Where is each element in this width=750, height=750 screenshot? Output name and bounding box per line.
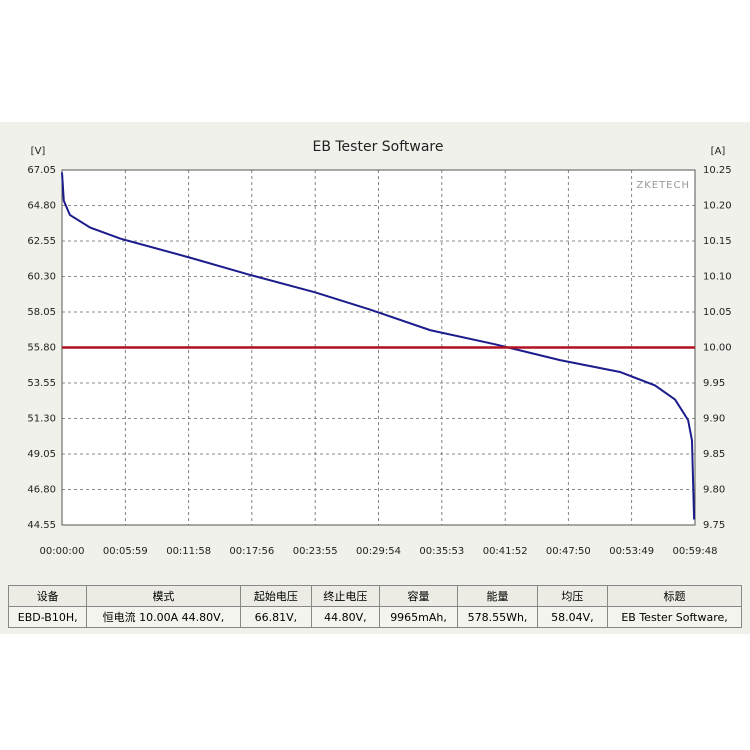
y-tick-label: 64.80	[27, 201, 56, 212]
table-cell: 44.80V,	[311, 606, 380, 628]
y-tick-label: 51.30	[27, 414, 56, 425]
y2-axis-label: [A]	[711, 146, 726, 157]
chart-title: EB Tester Software	[312, 139, 443, 155]
header-cell: 均压	[536, 585, 609, 607]
x-tick-label: 00:23:55	[293, 546, 338, 557]
header-cell: 设备	[7, 585, 88, 607]
y2-tick-label: 9.85	[703, 449, 725, 460]
data-line	[61, 172, 696, 520]
table-header: 设备 模式 起始电压 终止电压 容量 能量 均压 标题	[7, 585, 742, 607]
y-tick-label: 58.05	[27, 307, 56, 318]
y2-tick-label: 9.80	[703, 485, 725, 496]
y-tick-label: 46.80	[27, 485, 56, 496]
table-cell: 9965mAh,	[378, 606, 459, 628]
watermark: ZKETECH	[636, 180, 690, 191]
y-tick-label: 60.30	[27, 272, 56, 283]
x-tick-label: 00:35:53	[419, 546, 464, 557]
y2-tick-label: 9.90	[703, 414, 725, 425]
x-tick-label: 00:53:49	[609, 546, 654, 557]
table-row: EBD-B10H, 恒电流 10.00A 44.80V, 66.81V, 44.80V…	[7, 606, 742, 628]
y2-tick-label: 10.20	[703, 201, 732, 212]
y-axis-label: [V]	[31, 146, 46, 157]
x-tick-label: 00:05:59	[103, 546, 148, 557]
x-tick-label: 00:17:56	[229, 546, 274, 557]
y2-tick-label: 10.15	[703, 236, 732, 247]
table-cell: 578.55Wh,	[457, 606, 538, 628]
header-cell: 终止电压	[311, 585, 380, 607]
y-tick-label: 53.55	[27, 378, 56, 389]
info-table: 设备 模式 起始电压 终止电压 容量 能量 均压 标题 EBD-B10H, 恒电流 10.00A…	[7, 585, 742, 628]
header-cell: 标题	[607, 585, 742, 607]
table-cell: 恒电流 10.00A 44.80V,	[86, 606, 241, 628]
y-tick-label: 62.55	[27, 236, 56, 247]
header-cell: 能量	[457, 585, 538, 607]
x-tick-label: 00:11:58	[166, 546, 211, 557]
y2-tick-label: 9.95	[703, 378, 725, 389]
table-cell: 58.04V,	[536, 606, 609, 628]
x-tick-label: 00:59:48	[673, 546, 718, 557]
x-tick-label: 00:00:00	[40, 546, 85, 557]
y2-tick-label: 10.00	[703, 343, 732, 354]
y2-tick-label: 9.75	[703, 520, 725, 531]
x-tick-label: 00:29:54	[356, 546, 401, 557]
header-cell: 模式	[86, 585, 241, 607]
header-cell: 容量	[378, 585, 459, 607]
table-cell: EBD-B10H,	[7, 606, 88, 628]
y-tick-label: 67.05	[27, 165, 56, 176]
y2-tick-label: 10.10	[703, 272, 732, 283]
y-tick-label: 49.05	[27, 449, 56, 460]
y2-tick-label: 10.25	[703, 165, 732, 176]
header-cell: 起始电压	[239, 585, 313, 607]
table-cell: 66.81V,	[239, 606, 313, 628]
y-tick-label: 55.80	[27, 343, 56, 354]
x-tick-label: 00:41:52	[483, 546, 528, 557]
x-tick-label: 00:47:50	[546, 546, 591, 557]
table-cell: EB Tester Software,	[607, 606, 742, 628]
y2-tick-label: 10.05	[703, 307, 732, 318]
y-tick-label: 44.55	[27, 520, 56, 531]
